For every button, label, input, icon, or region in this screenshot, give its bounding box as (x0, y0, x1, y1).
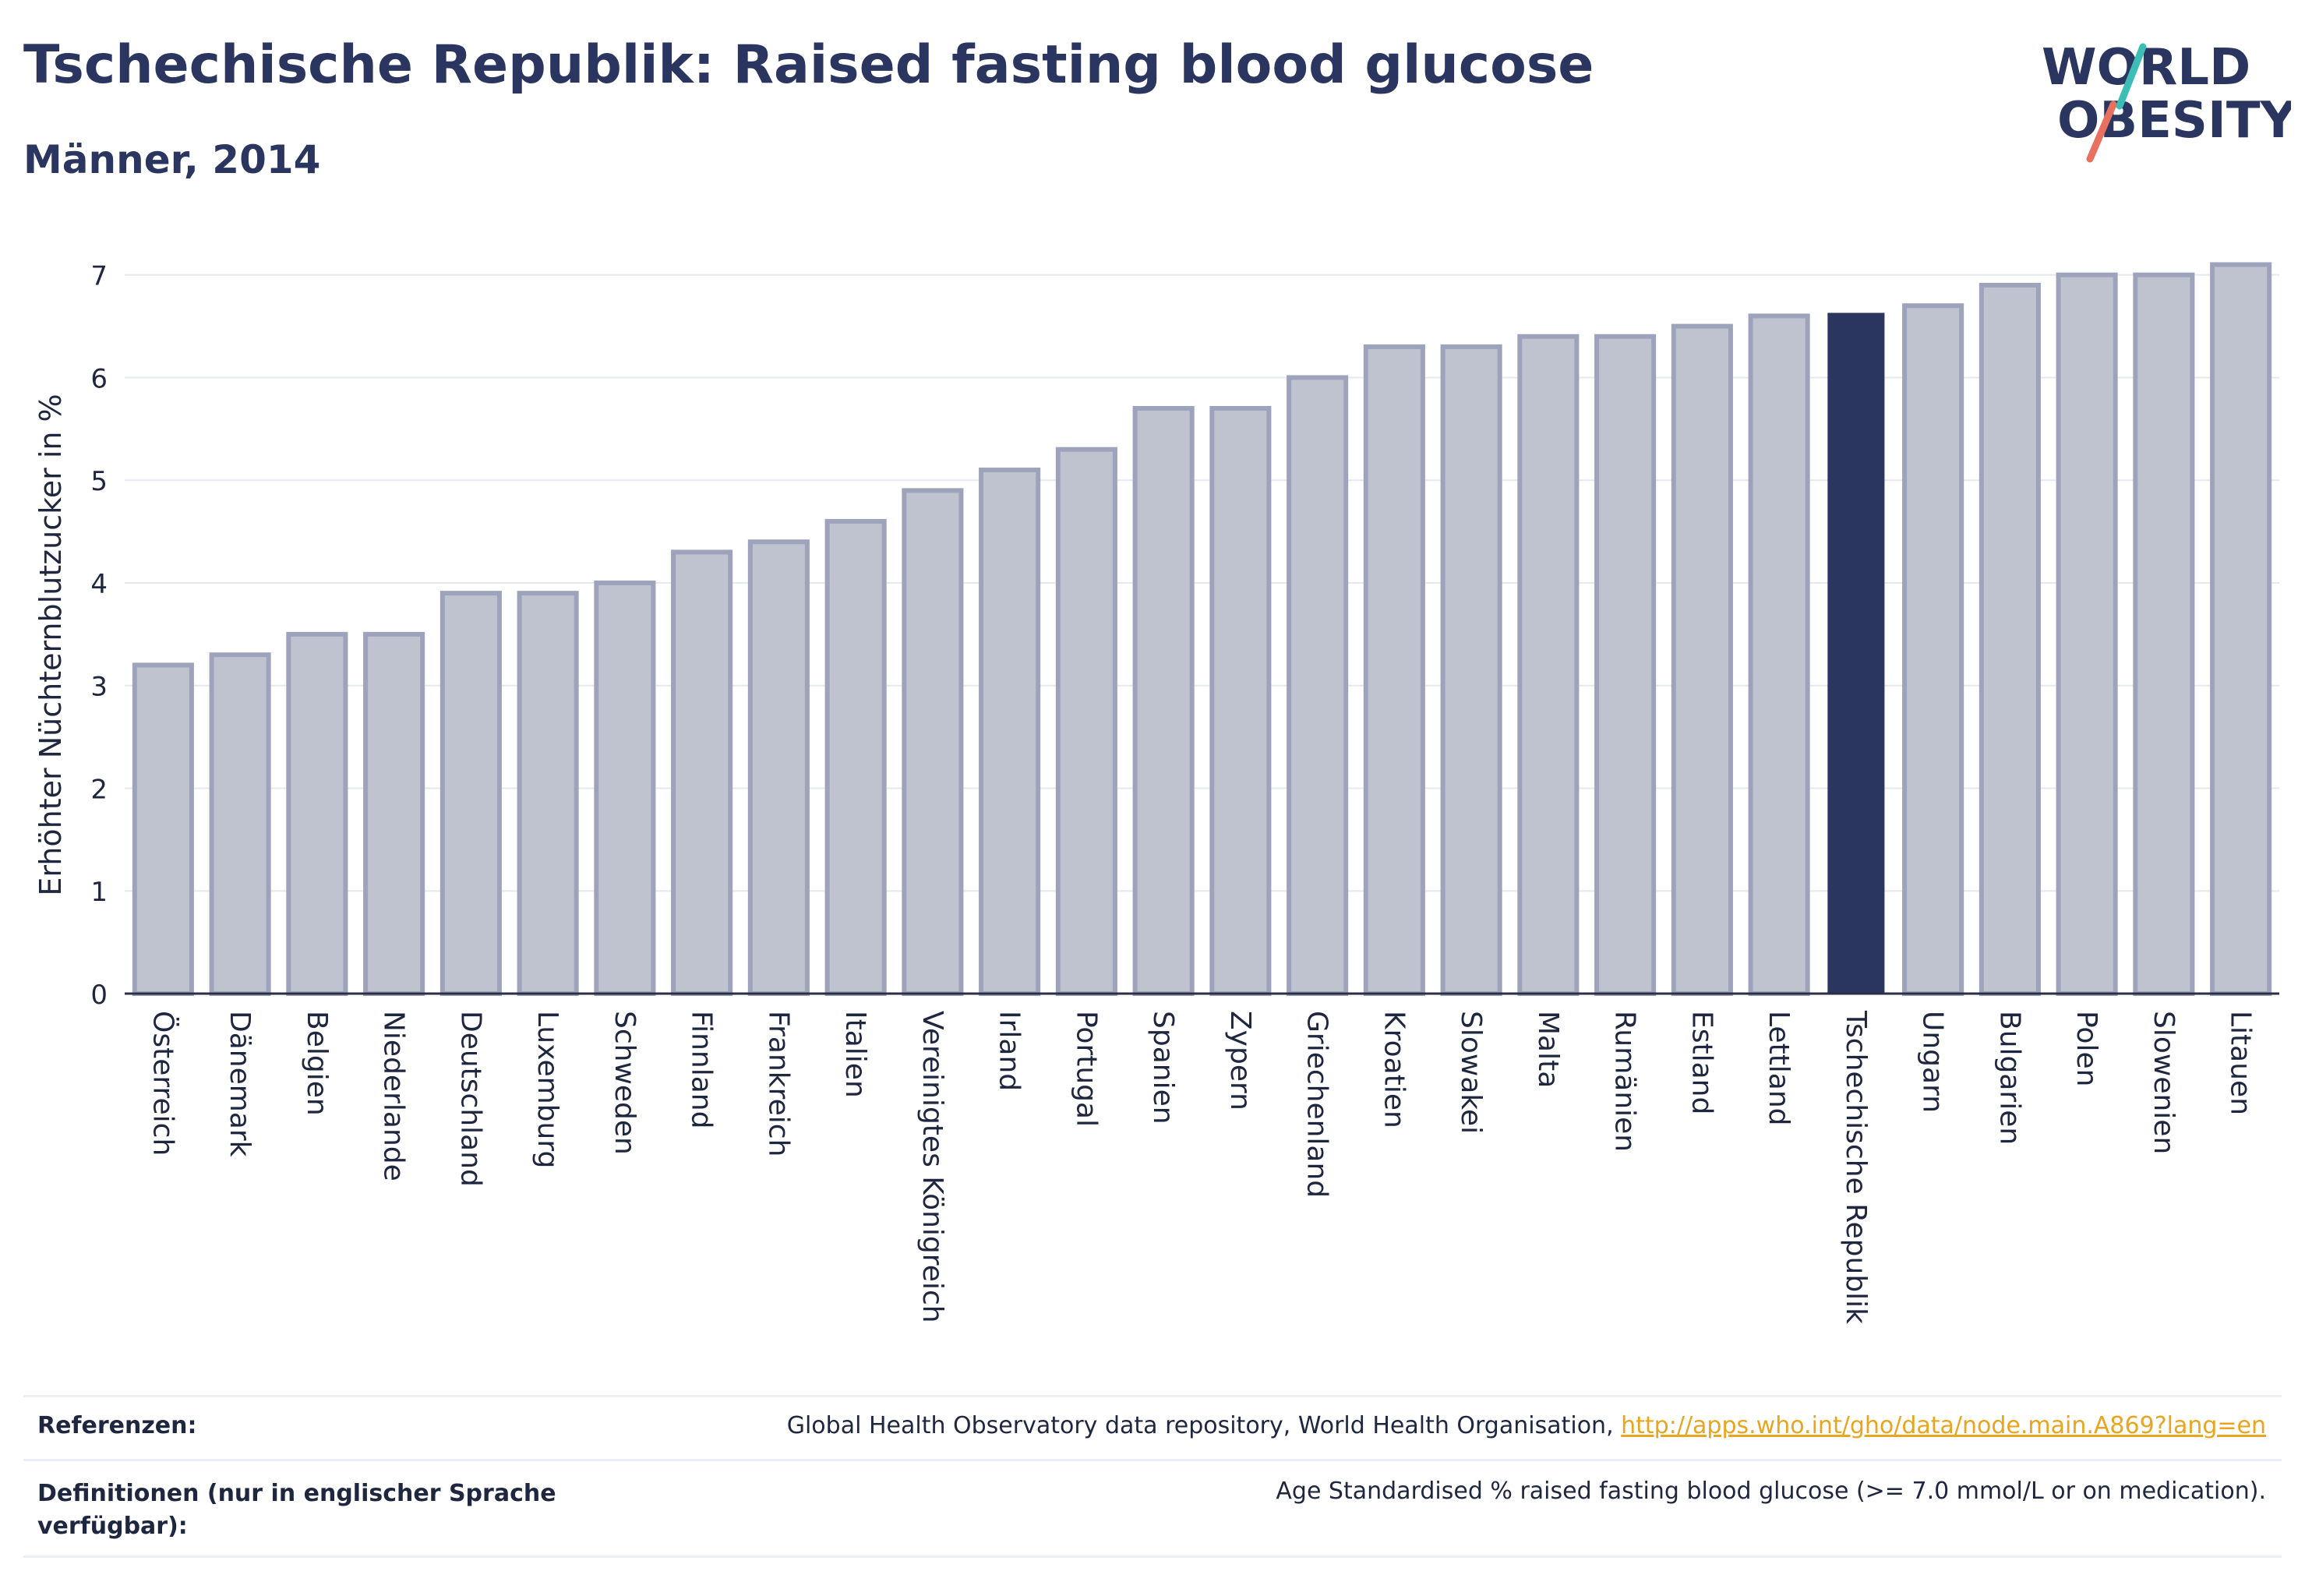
x-tick-label: Vereinigtes Königreich (916, 1011, 948, 1323)
y-tick-label: 7 (90, 261, 108, 292)
x-tick-label: Slowakei (1455, 1011, 1487, 1134)
world-obesity-logo: WORLD OBESITY (2042, 39, 2291, 163)
x-tick-label: Italien (839, 1011, 871, 1098)
logo-slash-teal (2116, 43, 2147, 110)
y-tick-label: 6 (90, 363, 108, 394)
bar-rumänien (1594, 334, 1657, 996)
bar-österreich (132, 662, 194, 996)
x-tick-label: Lettland (1763, 1011, 1795, 1126)
definitions-text: Age Standardised % raised fasting blood … (1276, 1478, 2266, 1505)
footer-middle-divider (23, 1459, 2282, 1461)
y-tick-label: 4 (90, 569, 108, 600)
x-tick-label: Frankreich (762, 1011, 794, 1156)
y-tick-label: 5 (90, 466, 108, 497)
x-tick-label: Portugal (1070, 1011, 1102, 1127)
x-tick-label: Spanien (1147, 1011, 1179, 1125)
bar-griechenland (1287, 375, 1349, 996)
bar-malta (1517, 334, 1580, 996)
x-tick-label: Malta (1532, 1011, 1564, 1088)
bar-chart: 0 1 2 3 4 5 6 7 Erhöhter Nüchternblutzucker in %… (34, 261, 2279, 1324)
x-tick-label: Bulgarien (1993, 1011, 2025, 1145)
bar-luxemburg (517, 591, 579, 996)
bar-frankreich (747, 539, 810, 996)
x-tick-label: Dänemark (224, 1011, 256, 1157)
footer-bottom-divider (23, 1555, 2282, 1558)
x-tick-label: Litauen (2225, 1011, 2257, 1115)
references-text: Global Health Observatory data repositor… (786, 1412, 1622, 1439)
x-tick-label: Finnland (686, 1011, 718, 1128)
bar-irland (979, 468, 1041, 996)
bar-portugal (1055, 447, 1117, 996)
bar-zypern (1209, 405, 1272, 996)
x-tick-label: Zypern (1224, 1011, 1256, 1110)
logo-line1: WORLD (2042, 39, 2250, 97)
x-tick-label: Estland (1686, 1011, 1717, 1114)
bar-dänemark (209, 652, 271, 996)
chart-subtitle: Männer, 2014 (23, 137, 321, 182)
x-tick-label: Ungarn (1917, 1011, 1949, 1113)
chart-title: Tschechische Republik: Raised fasting bl… (23, 34, 1594, 96)
logo-slash-coral (2086, 101, 2117, 163)
bar-estland (1671, 323, 1733, 997)
bar-slowenien (2133, 272, 2195, 996)
bar-vereinigtes-königreich (902, 488, 964, 996)
references-link[interactable]: http://apps.who.int/gho/data/node.main.A… (1621, 1412, 2266, 1439)
x-tick-label: Luxemburg (531, 1011, 563, 1168)
bar-spanien (1132, 405, 1195, 996)
x-tick-label: Tschechische Republik (1840, 1010, 1872, 1324)
x-tick-label: Irland (994, 1011, 1025, 1091)
x-tick-label: Belgien (301, 1011, 333, 1116)
y-tick-label: 2 (90, 774, 108, 805)
x-tick-label: Schweden (609, 1011, 641, 1155)
x-tick-label: Slowenien (2148, 1011, 2180, 1154)
bar-belgien (286, 631, 348, 997)
bar-lettland (1748, 313, 1810, 996)
y-tick-label: 1 (90, 877, 108, 908)
definitions-label: Definitionen (nur in englischer Sprache … (37, 1480, 556, 1540)
references-row: Referenzen: Global Health Observatory da… (23, 1412, 2282, 1451)
y-axis-label: Erhöhter Nüchternblutzucker in % (34, 394, 68, 895)
x-tick-label: Niederlande (378, 1011, 410, 1181)
bar-niederlande (363, 631, 425, 997)
x-tick-label: Rumänien (1609, 1011, 1641, 1152)
bar-ungarn (1902, 303, 1964, 996)
bar-tschechische-republik (1827, 312, 1885, 994)
definitions-row: Definitionen (nur in englischer Sprache … (23, 1478, 2282, 1548)
bar-finnland (671, 549, 733, 996)
references-text-wrap: Global Health Observatory data repositor… (787, 1412, 2266, 1439)
bar-bulgarien (1978, 282, 2041, 997)
bar-schweden (594, 580, 656, 996)
bar-slowakei (1440, 344, 1502, 996)
x-tick-label: Polen (2070, 1011, 2102, 1086)
bar-kroatien (1363, 344, 1425, 996)
bar-litauen (2210, 262, 2272, 996)
bar-deutschland (439, 591, 502, 996)
y-tick-label: 0 (90, 980, 108, 1011)
footer-top-divider (23, 1395, 2282, 1397)
references-label: Referenzen: (37, 1412, 197, 1439)
bar-polen (2056, 272, 2118, 996)
x-tick-label: Griechenland (1301, 1011, 1333, 1198)
x-tick-label: Österreich (146, 1011, 179, 1156)
x-tick-label: Kroatien (1378, 1011, 1410, 1128)
y-tick-label: 3 (90, 672, 108, 703)
bar-italien (824, 518, 887, 996)
x-tick-label: Deutschland (454, 1011, 486, 1187)
